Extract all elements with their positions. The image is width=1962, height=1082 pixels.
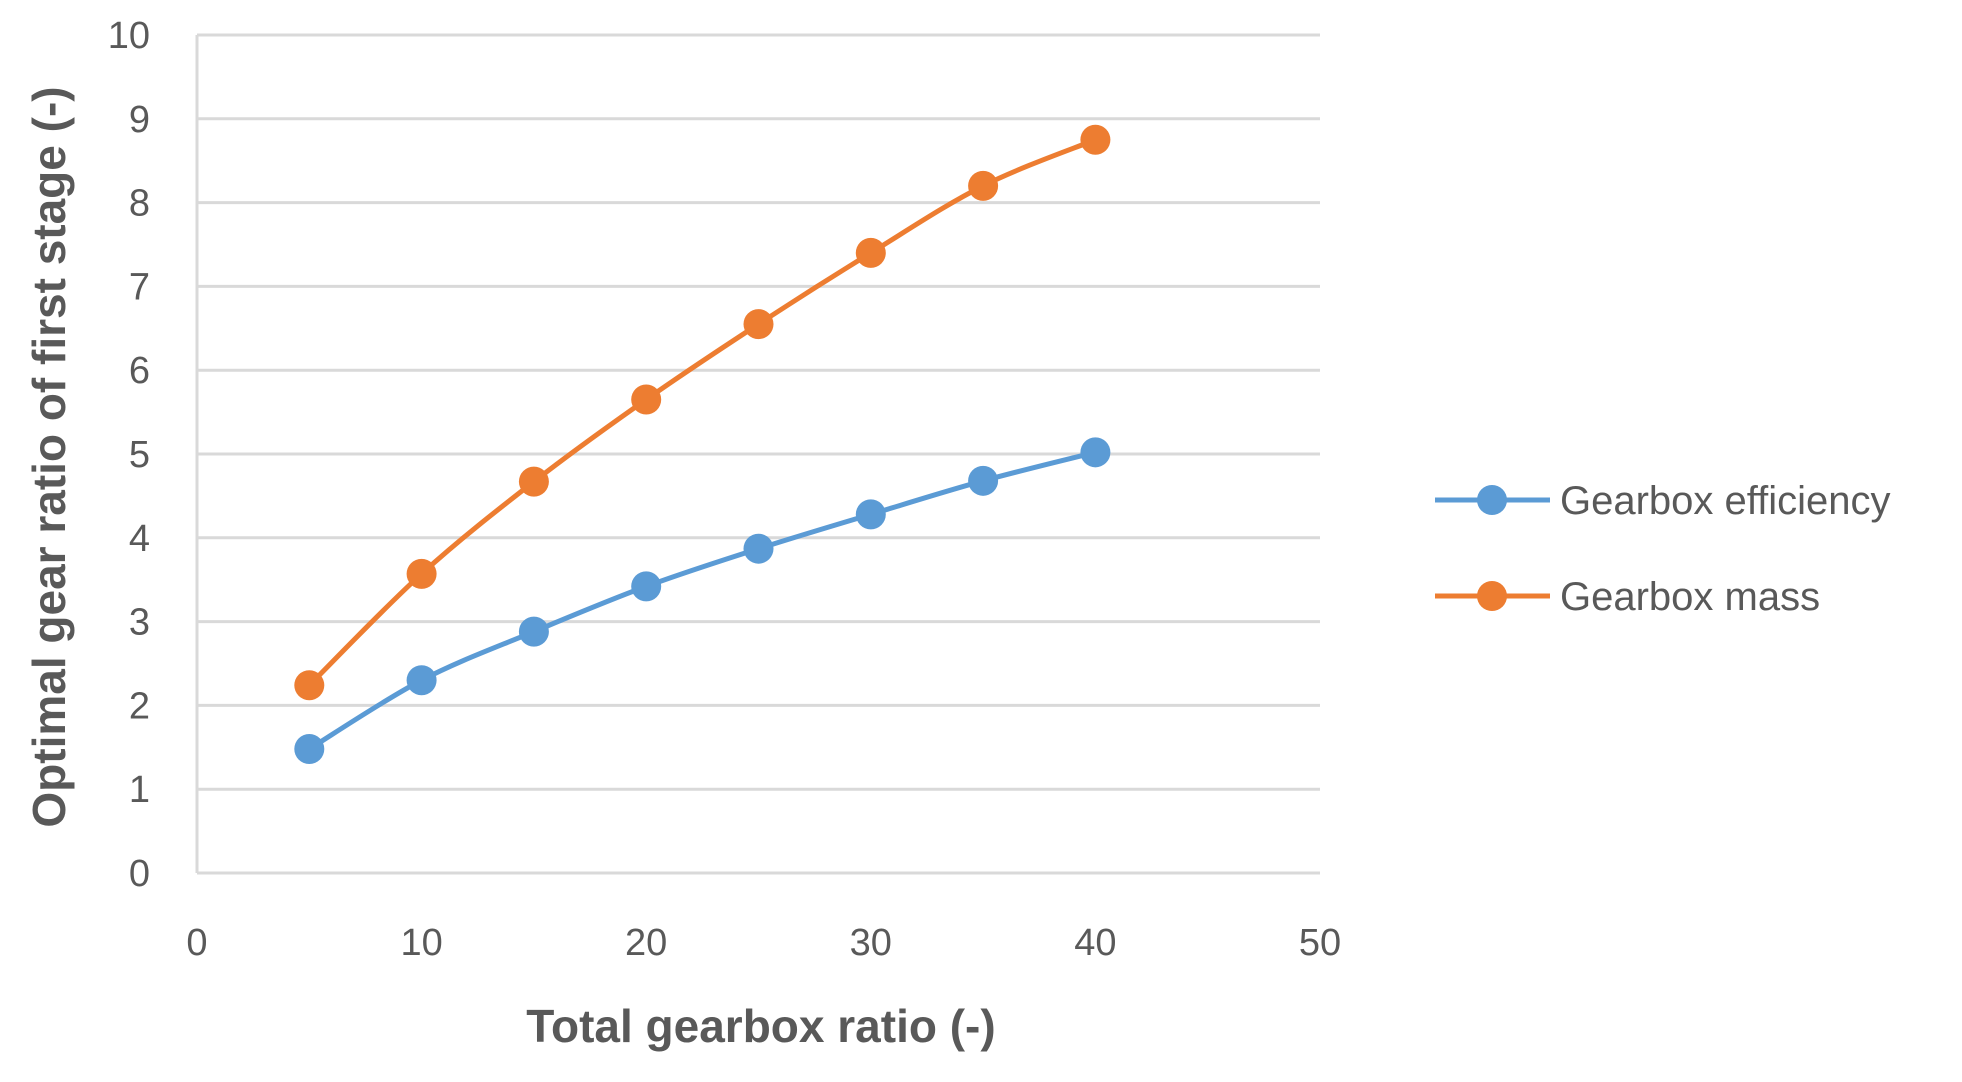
y-tick-label: 1 bbox=[129, 769, 150, 811]
y-tick-label: 3 bbox=[129, 602, 150, 644]
series-gearbox-efficiency bbox=[294, 437, 1111, 764]
data-point bbox=[1080, 437, 1111, 468]
data-point bbox=[1080, 124, 1111, 155]
y-tick-label: 2 bbox=[129, 685, 150, 727]
y-tick-label: 7 bbox=[129, 266, 150, 308]
data-point bbox=[518, 616, 549, 647]
data-point bbox=[406, 558, 437, 589]
plot-area bbox=[294, 124, 1111, 764]
x-tick-label: 50 bbox=[1299, 922, 1341, 964]
y-tick-label: 9 bbox=[129, 99, 150, 141]
data-point bbox=[855, 237, 886, 268]
axes bbox=[195, 35, 1320, 875]
legend-item-gearbox-efficiency: Gearbox efficiency bbox=[1435, 479, 1891, 523]
data-point bbox=[518, 466, 549, 497]
data-point bbox=[294, 733, 325, 764]
legend-swatch-marker bbox=[1477, 581, 1507, 611]
data-point bbox=[968, 170, 999, 201]
y-tick-label: 4 bbox=[129, 518, 150, 560]
data-point bbox=[294, 670, 325, 701]
x-tick-label: 30 bbox=[850, 922, 892, 964]
data-point bbox=[968, 465, 999, 496]
data-point bbox=[855, 499, 886, 530]
data-point bbox=[631, 384, 662, 415]
y-tick-label: 6 bbox=[129, 350, 150, 392]
x-tick-label: 10 bbox=[400, 922, 442, 964]
y-tick-label: 5 bbox=[129, 434, 150, 476]
x-tick-label: 0 bbox=[186, 922, 207, 964]
y-tick-label: 8 bbox=[129, 183, 150, 225]
x-tick-label: 20 bbox=[625, 922, 667, 964]
y-tick-label: 0 bbox=[129, 853, 150, 895]
data-point bbox=[743, 533, 774, 564]
tick-labels: 0 1 2 3 4 5 6 7 8 9 10 0 10 20 30 40 50 bbox=[108, 15, 1341, 964]
data-point bbox=[743, 309, 774, 340]
data-point bbox=[631, 571, 662, 602]
data-point bbox=[406, 665, 437, 696]
gridlines bbox=[197, 33, 1320, 791]
legend-swatch-marker bbox=[1477, 485, 1507, 515]
legend: Gearbox efficiency Gearbox mass bbox=[1435, 479, 1891, 619]
legend-item-gearbox-mass: Gearbox mass bbox=[1435, 575, 1820, 619]
legend-label-gearbox-mass: Gearbox mass bbox=[1560, 575, 1820, 619]
y-axis-title: Optimal gear ratio of first stage (-) bbox=[23, 86, 75, 827]
x-axis-title: Total gearbox ratio (-) bbox=[526, 1000, 995, 1052]
x-tick-label: 40 bbox=[1074, 922, 1116, 964]
series-gearbox-mass bbox=[294, 124, 1111, 701]
legend-label-gearbox-efficiency: Gearbox efficiency bbox=[1560, 479, 1891, 523]
series-line-gearbox-mass bbox=[306, 137, 1098, 688]
y-tick-label: 10 bbox=[108, 15, 150, 57]
